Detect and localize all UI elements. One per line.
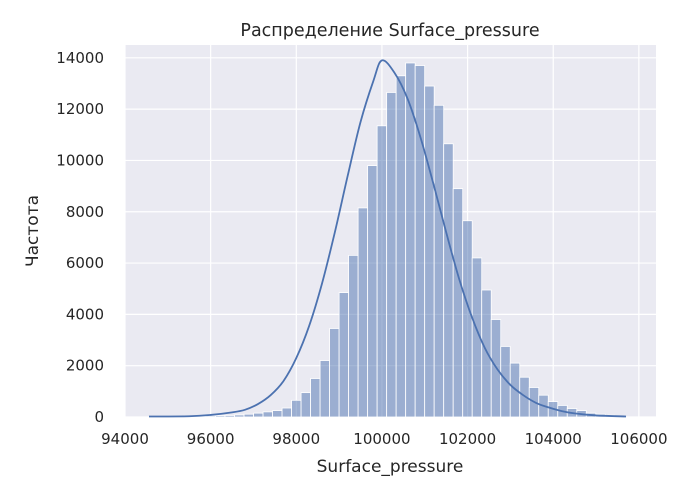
x-tick-label: 106000 [610,430,667,448]
histogram-bar [253,412,264,418]
histogram-bar [443,143,454,418]
histogram-bar [224,415,235,418]
histogram-bar [348,254,359,418]
y-axis-ticks: 0 2000 4000 6000 8000 10000 12000 14000 [56,49,104,426]
histogram-bar [462,220,473,418]
histogram-bar [386,92,397,418]
histogram-bar [319,360,331,418]
y-tick-label: 4000 [66,305,104,323]
x-tick-label: 98000 [272,430,320,448]
x-tick-label: 94000 [101,430,149,448]
x-tick-label: 104000 [525,430,582,448]
histogram-bar [262,411,273,418]
y-tick-label: 6000 [66,254,104,272]
x-tick-label: 96000 [187,430,235,448]
kde-curve [148,59,627,418]
histogram-bar [395,75,407,418]
histogram-bar [376,125,388,418]
y-tick-label: 0 [94,408,104,426]
x-tick-label: 102000 [439,430,496,448]
y-tick-label: 12000 [56,100,104,118]
histogram-bar [281,407,292,418]
x-axis-ticks: 94000 96000 98000 100000 102000 104000 106000 [101,430,667,448]
histogram-bar [338,292,350,418]
histogram-bar [310,378,321,418]
y-tick-label: 10000 [56,151,104,169]
histogram-bar [481,289,492,418]
kde-line [148,59,627,418]
y-tick-label: 2000 [66,357,104,375]
histogram-bar [452,188,464,418]
y-axis-title: Частота [23,195,43,267]
histogram-bar [500,346,511,418]
chart-title: Распределение Surface_pressure [240,21,539,41]
y-tick-label: 8000 [66,203,104,221]
histogram-bar [272,410,283,418]
histogram-bars [148,62,625,418]
histogram-bar [243,413,254,418]
histogram-bar [414,65,426,418]
x-axis-title: Surface_pressure [317,457,464,477]
x-tick-label: 100000 [353,430,410,448]
histogram-bar [215,415,226,418]
histogram-bar [329,328,340,418]
histogram-bar [433,104,445,418]
histogram-bar [357,207,369,418]
histogram-bar [234,414,245,418]
histogram-bar [424,85,435,418]
histogram-bar [367,165,378,418]
histogram-bar [291,399,302,418]
histogram-bar [300,392,311,418]
y-tick-label: 14000 [56,49,104,67]
